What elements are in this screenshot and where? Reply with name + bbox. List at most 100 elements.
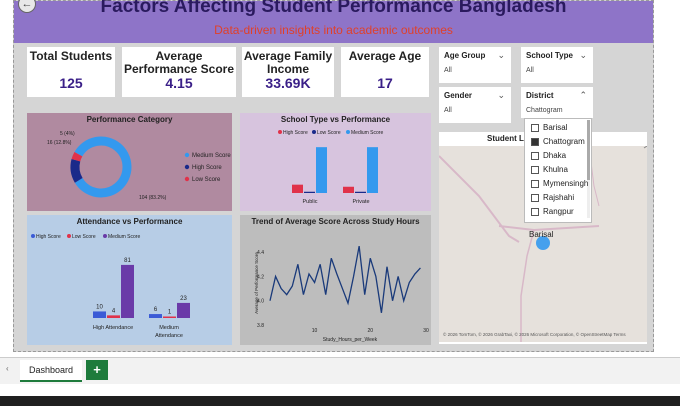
chart-performance-category: Performance Category 16 (12.8%) 5 (4%) 104… xyxy=(27,113,232,211)
bar xyxy=(292,184,303,193)
option-label: Chattogram xyxy=(543,137,585,146)
y-tick-label: 3.8 xyxy=(257,323,264,329)
legend-dot xyxy=(67,234,71,238)
add-page-button[interactable]: + xyxy=(86,360,108,380)
bar xyxy=(367,147,378,193)
district-option[interactable]: Khulna xyxy=(531,165,568,174)
chart-title: Attendance vs Performance xyxy=(76,217,183,226)
map-bubble[interactable] xyxy=(536,236,550,250)
dropdown-scrollbar[interactable] xyxy=(587,120,590,218)
x-tick-label: Medium xyxy=(159,325,179,331)
slicer-school-type[interactable]: School Type ⌄ All xyxy=(521,47,593,83)
chart-school-type: School Type vs Performance High Score Low… xyxy=(240,113,431,211)
chevron-up-icon[interactable]: ⌃ xyxy=(579,90,587,100)
district-option[interactable]: Rangpur xyxy=(531,207,574,216)
checkbox-icon[interactable] xyxy=(531,123,539,132)
checkbox-icon[interactable] xyxy=(531,151,539,160)
slicer-value: All xyxy=(526,67,534,74)
legend-dot xyxy=(346,130,350,134)
report-canvas: Factors Affecting Student Performance Ba… xyxy=(13,0,654,352)
district-option[interactable]: Chattogram xyxy=(531,137,585,146)
data-label: 6 xyxy=(154,307,158,313)
checkbox-icon[interactable] xyxy=(531,193,539,202)
donut-data-label: 5 (4%) xyxy=(60,131,75,137)
legend-dot xyxy=(103,234,107,238)
bar xyxy=(355,191,366,193)
legend-label: Low Score xyxy=(317,130,341,136)
header-banner: Factors Affecting Student Performance Ba… xyxy=(14,0,653,43)
kpi-average-family-income: Average Family Income 33.69K xyxy=(242,47,334,97)
chevron-down-icon[interactable]: ⌄ xyxy=(497,90,505,100)
option-label: Dhaka xyxy=(543,151,567,160)
slicer-label: School Type xyxy=(526,51,573,60)
taskbar xyxy=(0,396,680,406)
checkbox-icon[interactable] xyxy=(531,137,539,146)
slicer-district[interactable]: District ⌃ Chattogram xyxy=(521,87,593,118)
legend-label: Medium Score xyxy=(192,153,231,159)
data-label: 23 xyxy=(180,296,187,302)
legend-label: Low Score xyxy=(192,177,221,183)
y-tick-label: 4.4 xyxy=(257,250,264,256)
kpi-value: 4.15 xyxy=(165,75,193,91)
map-title: Student L... ap xyxy=(487,134,543,143)
x-tick-label: 10 xyxy=(312,328,318,334)
district-dropdown[interactable]: Barisal Chattogram Dhaka Khulna Mymensingh Ra… xyxy=(524,118,592,223)
legend-dot xyxy=(184,164,190,170)
bar xyxy=(304,191,315,193)
district-option[interactable]: Mymensingh xyxy=(531,179,588,188)
back-arrow-icon[interactable]: ← xyxy=(18,0,36,13)
donut-data-label: 104 (83.2%) xyxy=(139,195,167,201)
attendance-bar-chart: High Score Low Score Medium Score 10 4 81 High… xyxy=(31,234,190,339)
checkbox-icon[interactable] xyxy=(531,207,539,216)
donut-chart: 16 (12.8%) 5 (4%) 104 (83.2%) Medium Score H… xyxy=(47,131,231,201)
y-axis-label: Average of Performance Score xyxy=(254,252,259,314)
school-bar-chart: High Score Low Score Medium Score Public Pri… xyxy=(278,130,383,205)
kpi-average-age: Average Age 17 xyxy=(341,47,429,97)
kpi-value: 33.69K xyxy=(265,75,311,91)
checkbox-icon[interactable] xyxy=(531,179,539,188)
x-axis-label: Study_Hours_per_Week xyxy=(323,337,378,343)
donut-slice xyxy=(70,159,83,183)
x-tick-label: 30 xyxy=(423,328,429,334)
district-option[interactable]: Rajshahi xyxy=(531,193,574,202)
chevron-down-icon[interactable]: ⌄ xyxy=(497,50,505,60)
bar xyxy=(316,147,327,193)
bar xyxy=(149,314,162,318)
data-label: 4 xyxy=(112,308,116,314)
slicer-label: District xyxy=(526,91,554,100)
option-label: Khulna xyxy=(543,165,568,174)
checkbox-icon[interactable] xyxy=(531,165,539,174)
y-tick-label: 4.0 xyxy=(257,299,264,305)
slicer-gender[interactable]: Gender ⌄ All xyxy=(439,87,511,123)
chart-trend: Trend of Average Score Across Study Hour… xyxy=(240,215,431,345)
bar xyxy=(107,315,120,318)
tab-dashboard[interactable]: Dashboard xyxy=(20,360,82,382)
district-option[interactable]: Barisal xyxy=(531,123,567,132)
district-option[interactable]: Dhaka xyxy=(531,151,566,160)
kpi-total-students: Total Students 125 xyxy=(27,47,115,97)
x-tick-label: 20 xyxy=(368,328,374,334)
legend-dot xyxy=(184,152,190,158)
chart-title: School Type vs Performance xyxy=(280,115,391,124)
donut-data-label: 16 (12.8%) xyxy=(47,140,72,146)
map-city-label: Barisal xyxy=(529,230,554,239)
slicer-age-group[interactable]: Age Group ⌄ All xyxy=(439,47,511,83)
slicer-label: Gender xyxy=(444,91,473,100)
legend-dot xyxy=(184,176,190,182)
kpi-value: 125 xyxy=(59,75,83,91)
chevron-down-icon[interactable]: ⌄ xyxy=(579,50,587,60)
map-attribution: © 2026 TomTom, © 2026 GrabTaxi, © 2026 M… xyxy=(443,332,626,337)
legend-dot xyxy=(312,130,316,134)
kpi-label: Average Family Income xyxy=(243,49,333,76)
series-line xyxy=(269,245,421,313)
kpi-label: Average Age xyxy=(348,49,422,63)
slicer-value: Chattogram xyxy=(526,107,563,114)
data-label: 81 xyxy=(124,258,131,264)
legend-label: High Score xyxy=(36,234,61,240)
data-label: 10 xyxy=(96,304,103,310)
x-tick-label: Attendance xyxy=(155,333,183,339)
legend-label: High Score xyxy=(283,130,308,136)
scroll-left-icon[interactable]: ‹ xyxy=(6,364,9,373)
y-tick-label: 4.2 xyxy=(257,274,264,280)
slicer-value: All xyxy=(444,107,452,114)
